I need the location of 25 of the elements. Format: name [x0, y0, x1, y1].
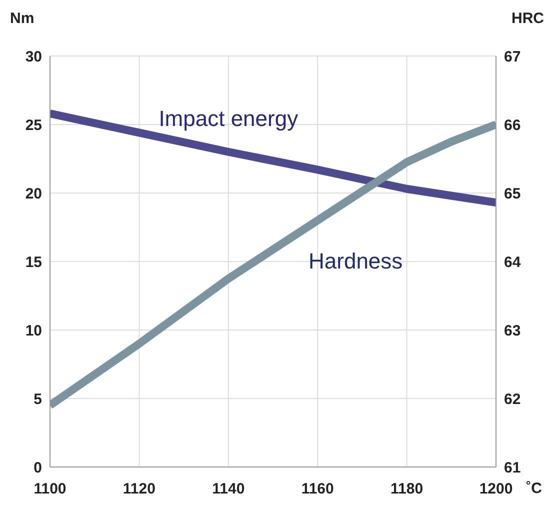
x-tick-label: 1180 — [390, 480, 424, 498]
y2-tick-label: 61 — [504, 459, 521, 476]
y2-tick-label: 67 — [504, 48, 521, 66]
y2-axis-title: HRC — [512, 10, 544, 27]
series-label: Impact energy — [158, 106, 298, 131]
x-tick-label: 1140 — [212, 480, 245, 498]
y-tick-label: 25 — [25, 116, 42, 134]
y-tick-label: 20 — [25, 185, 42, 202]
x-tick-label: 1200 — [479, 480, 513, 498]
y-tick-label: 5 — [34, 390, 42, 408]
x-tick-label: 1100 — [34, 480, 66, 498]
x-axis-title: ˚C — [526, 480, 542, 497]
series-label: Hardness — [308, 248, 403, 274]
y-axis-title: Nm — [10, 10, 34, 27]
y2-tick-label: 62 — [504, 390, 521, 408]
y-tick-label: 15 — [25, 254, 42, 271]
y-tick-label: 10 — [25, 322, 42, 340]
x-tick-label: 1120 — [122, 480, 156, 498]
y2-tick-label: 63 — [504, 322, 521, 340]
y2-tick-label: 65 — [504, 185, 521, 202]
y-tick-label: 0 — [34, 459, 42, 476]
y2-tick-label: 66 — [504, 116, 521, 134]
x-tick-label: 1160 — [301, 480, 334, 498]
y-tick-label: 30 — [25, 48, 42, 66]
y2-tick-label: 64 — [504, 254, 522, 271]
